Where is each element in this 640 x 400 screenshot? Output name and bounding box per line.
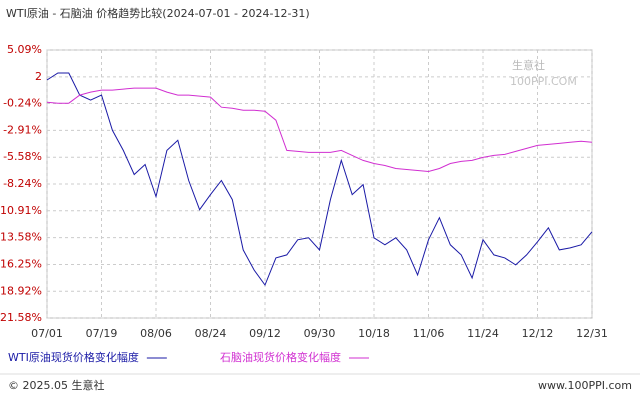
- footer-right: www.100PPI.com: [538, 379, 632, 392]
- legend-label: 石脑油现货价格变化幅度: [220, 350, 341, 364]
- y-tick-label: -21.58%: [0, 311, 42, 324]
- x-tick-label: 10/18: [358, 327, 390, 340]
- x-tick-label: 08/24: [195, 327, 227, 340]
- y-tick-label: -16.25%: [0, 257, 42, 270]
- x-tick-label: 12/12: [522, 327, 554, 340]
- y-tick-label: -18.92%: [0, 284, 42, 297]
- y-tick-label: -2.91%: [3, 123, 42, 136]
- line-series: [46, 87, 593, 173]
- y-tick-label: -10.91%: [0, 204, 42, 217]
- y-tick-label: -8.24%: [3, 177, 42, 190]
- legend-label: WTI原油现货价格变化幅度: [8, 350, 139, 364]
- x-tick-label: 11/06: [413, 327, 445, 340]
- watermark: 生意社: [512, 58, 545, 72]
- chart-title: WTI原油 - 石脑油 价格趋势比较(2024-07-01 - 2024-12-…: [6, 6, 310, 20]
- x-tick-label: 09/30: [304, 327, 336, 340]
- y-tick-label: -5.58%: [3, 150, 42, 163]
- x-tick-label: 08/06: [140, 327, 172, 340]
- x-tick-label: 07/01: [31, 327, 63, 340]
- watermark-site: 100PPI.COM: [510, 75, 577, 88]
- x-tick-label: 12/31: [576, 327, 608, 340]
- y-tick-label: 5.09%: [7, 43, 42, 56]
- x-tick-label: 11/24: [467, 327, 499, 340]
- line-series: [46, 72, 593, 287]
- y-tick-label: -0.24%: [3, 97, 42, 110]
- x-tick-label: 07/19: [86, 327, 118, 340]
- y-tick-label: -13.58%: [0, 231, 42, 244]
- x-tick-label: 09/12: [249, 327, 281, 340]
- footer-left: © 2025.05 生意社: [8, 378, 104, 392]
- y-tick-label: 2: [35, 70, 42, 83]
